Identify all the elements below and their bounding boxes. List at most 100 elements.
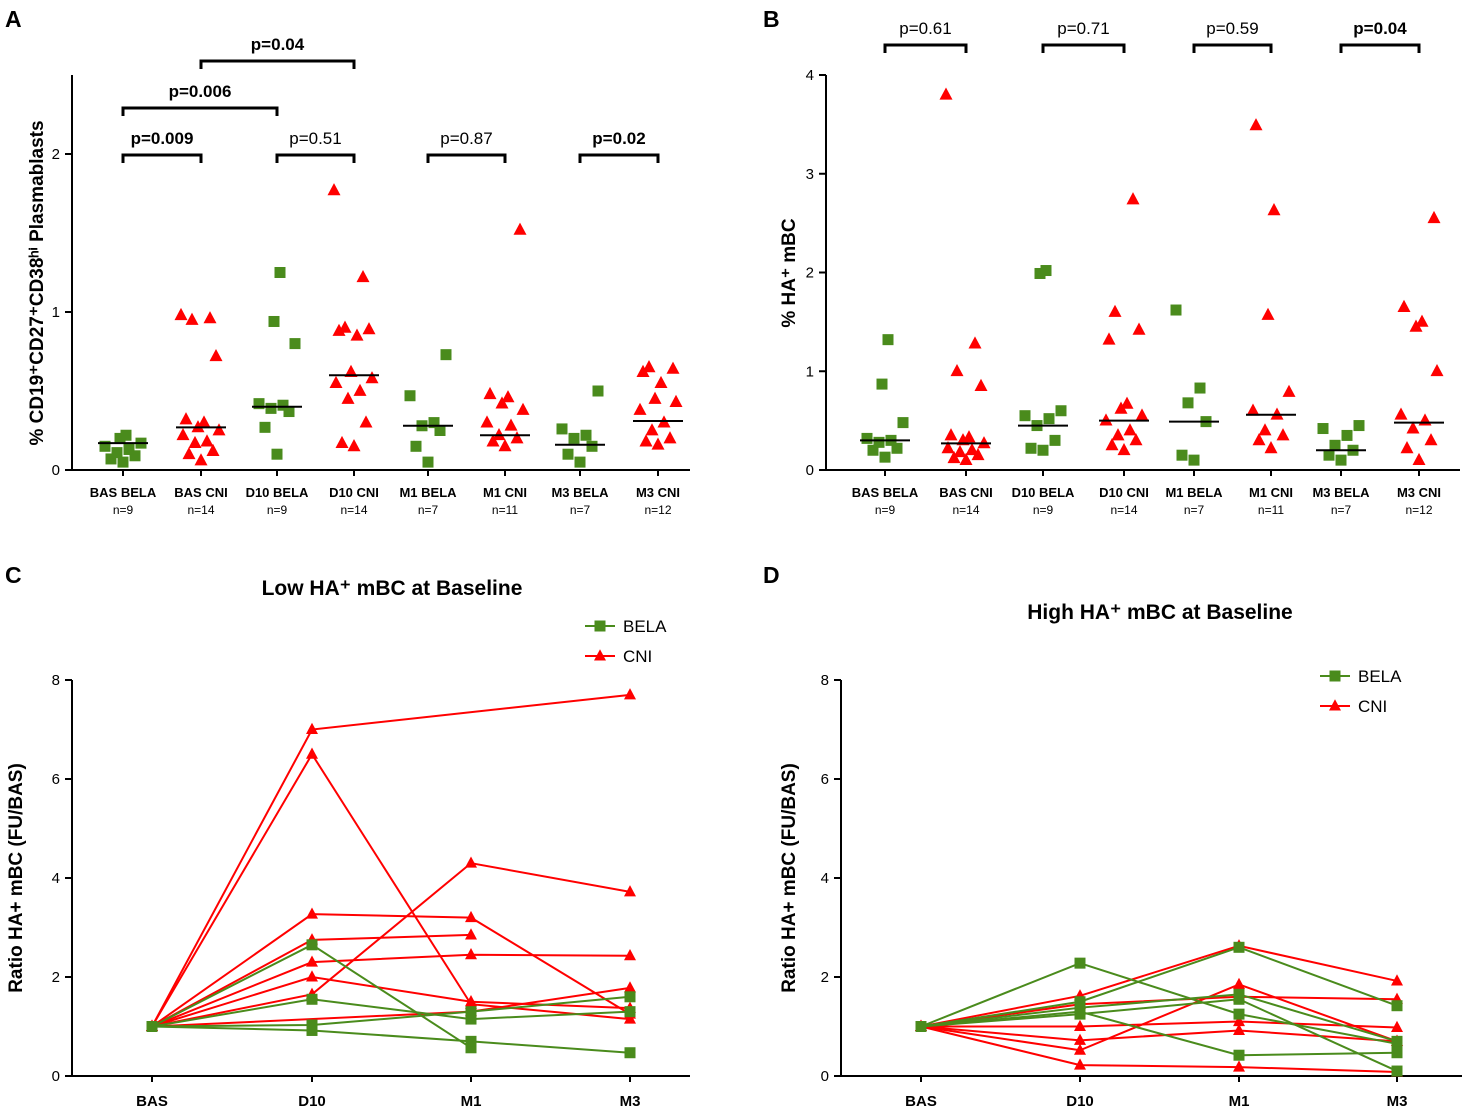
data-point-cni bbox=[1415, 314, 1429, 327]
y-tick-label: 6 bbox=[52, 771, 60, 788]
legend-label: BELA bbox=[1358, 667, 1402, 686]
data-point-cni bbox=[1105, 438, 1119, 451]
n-label: n=11 bbox=[1258, 503, 1284, 517]
y-tick-label: 6 bbox=[821, 771, 829, 788]
data-point-cni bbox=[194, 453, 208, 466]
y-tick-label: 4 bbox=[52, 870, 60, 887]
data-point-bela bbox=[1037, 444, 1049, 456]
data-point-bela bbox=[882, 334, 894, 346]
data-point-cni bbox=[200, 434, 214, 447]
data-point-cni bbox=[1418, 413, 1432, 426]
data-point-cni bbox=[1391, 1020, 1403, 1033]
data-point-bela bbox=[114, 432, 126, 444]
data-point-cni bbox=[306, 747, 318, 759]
data-point-bela bbox=[465, 1013, 477, 1025]
data-point-cni bbox=[174, 307, 188, 321]
n-label: n=14 bbox=[340, 503, 367, 517]
data-point-bela bbox=[1188, 454, 1200, 466]
category-label: BAS BELA bbox=[90, 485, 157, 500]
data-point-cni bbox=[516, 402, 530, 415]
y-tick-label: 0 bbox=[52, 462, 60, 479]
n-label: n=14 bbox=[1110, 503, 1137, 517]
data-point-cni bbox=[492, 427, 506, 441]
data-point-cni bbox=[669, 394, 683, 407]
data-point-cni bbox=[465, 995, 477, 1007]
data-point-bela bbox=[1233, 941, 1245, 953]
category-label: BAS CNI bbox=[939, 485, 992, 500]
data-point-cni bbox=[362, 322, 376, 335]
data-point-cni bbox=[465, 948, 477, 960]
data-point-cni bbox=[1424, 433, 1438, 446]
data-point-cni bbox=[465, 910, 477, 923]
y-tick-label: 0 bbox=[806, 462, 814, 479]
significance-bracket bbox=[199, 59, 356, 69]
data-point-bela bbox=[1353, 420, 1365, 432]
data-point-bela bbox=[1391, 1047, 1403, 1059]
data-point-bela bbox=[580, 429, 592, 441]
significance-bracket bbox=[275, 153, 356, 163]
y-axis-label: % CD19⁺CD27⁺CD38ʰⁱ Plasmablasts bbox=[27, 120, 48, 445]
data-point-cni bbox=[944, 428, 958, 441]
p-value-label: p=0.71 bbox=[1057, 19, 1109, 38]
data-point-cni bbox=[950, 363, 964, 377]
data-point-cni bbox=[1391, 974, 1403, 986]
data-point-bela bbox=[897, 417, 909, 429]
data-point-cni bbox=[501, 390, 515, 403]
data-point-bela bbox=[259, 421, 271, 433]
data-point-cni bbox=[1074, 1033, 1086, 1045]
data-point-bela bbox=[1074, 957, 1086, 969]
series-line-cni bbox=[151, 953, 631, 1028]
data-point-bela bbox=[306, 1024, 318, 1036]
n-label: n=7 bbox=[570, 503, 591, 517]
data-point-bela bbox=[105, 453, 117, 465]
data-point-cni bbox=[480, 415, 494, 428]
series-line-cni bbox=[920, 983, 1398, 1052]
data-point-bela bbox=[465, 1042, 477, 1054]
data-point-bela bbox=[1019, 410, 1031, 422]
n-label: n=9 bbox=[267, 503, 288, 517]
n-label: n=9 bbox=[113, 503, 134, 517]
data-point-cni bbox=[329, 375, 343, 389]
panel-label: A bbox=[5, 6, 22, 32]
data-point-cni bbox=[1129, 433, 1143, 446]
legend-marker-bela bbox=[1329, 670, 1341, 682]
data-point-bela bbox=[873, 436, 885, 448]
data-point-bela bbox=[268, 315, 280, 327]
data-point-cni bbox=[206, 443, 220, 456]
x-tick-label: BAS bbox=[136, 1093, 168, 1106]
data-point-bela bbox=[1034, 267, 1046, 279]
data-point-cni bbox=[1394, 407, 1408, 420]
category-label: D10 BELA bbox=[246, 485, 309, 500]
n-label: n=12 bbox=[1405, 503, 1432, 517]
data-point-cni bbox=[1246, 403, 1260, 416]
data-point-cni bbox=[1117, 442, 1131, 456]
significance-bracket bbox=[1041, 43, 1126, 53]
data-point-cni bbox=[344, 364, 358, 377]
data-point-cni bbox=[959, 452, 973, 466]
data-point-cni bbox=[654, 375, 668, 389]
data-point-cni bbox=[306, 970, 318, 982]
data-point-bela bbox=[1233, 1049, 1245, 1061]
data-point-cni bbox=[1233, 1060, 1245, 1072]
category-label: M3 BELA bbox=[1312, 485, 1370, 500]
data-point-bela bbox=[1391, 1035, 1403, 1047]
data-point-cni bbox=[1114, 401, 1128, 414]
data-point-cni bbox=[338, 320, 352, 333]
data-point-cni bbox=[356, 269, 370, 283]
significance-bracket bbox=[426, 153, 507, 163]
data-point-bela bbox=[592, 385, 604, 397]
series-line-cni bbox=[151, 752, 631, 1028]
y-tick-label: 8 bbox=[52, 672, 60, 689]
data-point-cni bbox=[636, 364, 650, 377]
series-line-bela bbox=[920, 962, 1398, 1045]
data-point-bela bbox=[879, 451, 891, 463]
chart-title: High HA⁺ mBC at Baseline bbox=[1027, 601, 1292, 624]
data-point-cni bbox=[486, 434, 500, 447]
data-point-cni bbox=[1102, 332, 1116, 345]
data-point-cni bbox=[639, 434, 653, 447]
data-point-cni bbox=[341, 391, 355, 404]
y-axis-label: % HA⁺ mBC bbox=[779, 218, 800, 328]
data-point-cni bbox=[465, 856, 477, 868]
data-point-cni bbox=[1412, 452, 1426, 466]
data-point-bela bbox=[306, 993, 318, 1005]
